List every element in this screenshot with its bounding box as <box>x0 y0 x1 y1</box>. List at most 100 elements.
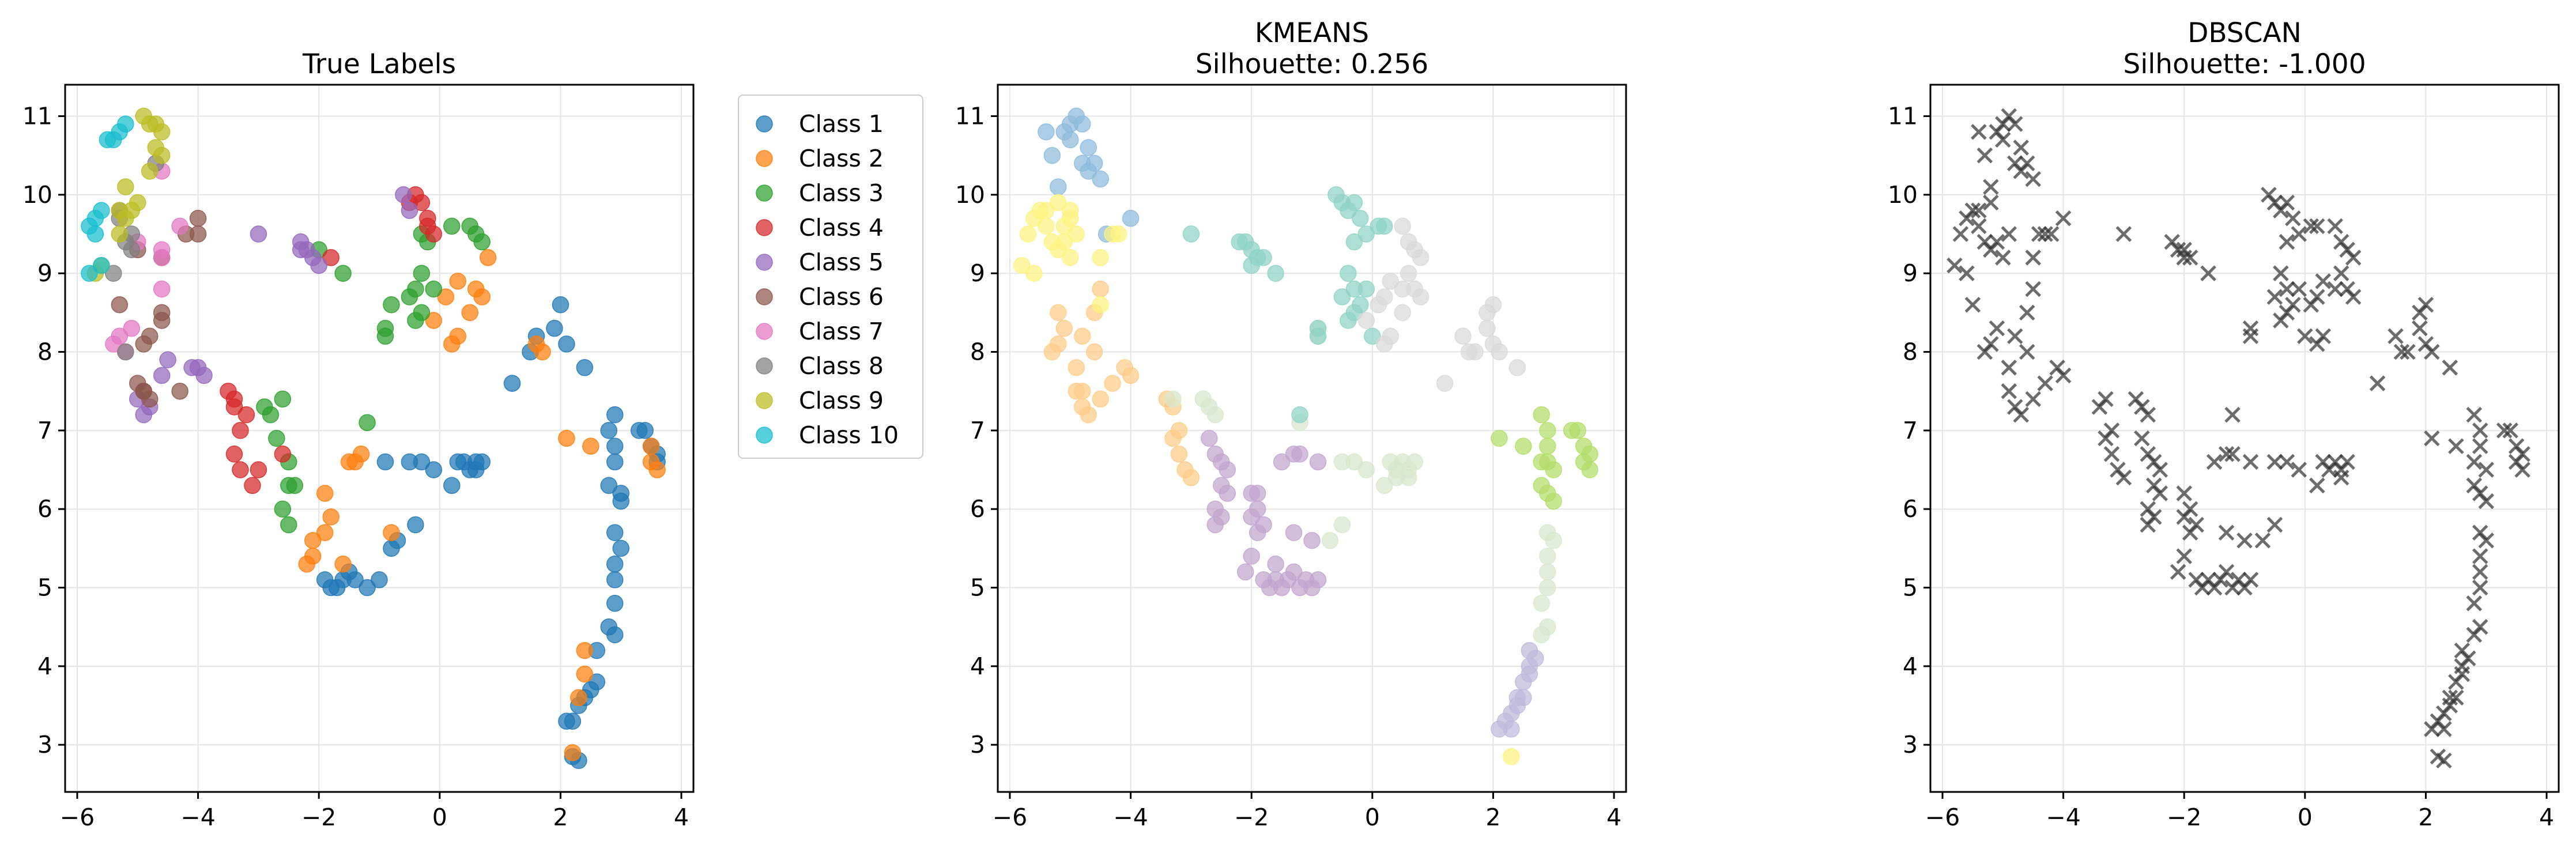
data-point <box>232 461 249 478</box>
data-point <box>1376 477 1393 495</box>
data-point <box>1080 139 1097 156</box>
data-point <box>2285 296 2301 313</box>
data-point <box>2134 430 2150 447</box>
data-point <box>376 453 394 471</box>
data-point <box>383 296 400 314</box>
data-point <box>2152 462 2168 478</box>
data-point <box>135 335 152 353</box>
x-tick-label: 4 <box>2539 803 2554 831</box>
data-point <box>1249 249 1266 266</box>
data-point <box>1062 202 1079 219</box>
data-point <box>237 406 255 424</box>
data-point <box>2279 281 2295 297</box>
data-point <box>642 437 660 455</box>
data-point <box>153 146 171 164</box>
legend-label: Class 7 <box>799 318 884 345</box>
data-point <box>606 406 624 424</box>
legend-marker <box>756 427 773 444</box>
data-point <box>117 178 134 195</box>
data-point <box>2140 516 2156 533</box>
data-point <box>1400 265 1417 282</box>
data-point <box>2218 446 2235 462</box>
data-point <box>2285 210 2301 227</box>
data-point <box>2303 218 2319 235</box>
y-tick-label: 11 <box>22 103 52 130</box>
legend-marker <box>756 219 773 236</box>
data-point <box>1545 531 1562 549</box>
legend-label: Class 3 <box>799 179 884 207</box>
data-point <box>2478 462 2494 478</box>
data-point <box>2327 281 2343 297</box>
data-point <box>2176 242 2192 258</box>
data-point <box>467 461 485 478</box>
data-point <box>606 571 624 588</box>
data-point <box>1491 343 1508 361</box>
data-point <box>2478 493 2494 510</box>
data-point <box>153 123 171 141</box>
data-point <box>1092 249 1109 266</box>
data-point <box>334 265 352 282</box>
data-point <box>171 217 188 235</box>
data-point <box>606 626 624 644</box>
data-point <box>1947 257 1963 274</box>
data-point <box>383 524 400 541</box>
legend-marker <box>756 357 773 375</box>
data-point <box>1989 320 2005 337</box>
data-point <box>1989 233 2005 250</box>
data-point <box>2279 454 2295 470</box>
y-tick-label: 5 <box>37 574 52 602</box>
y-tick-label: 4 <box>1903 652 1918 680</box>
data-point <box>600 477 618 495</box>
legend: Class 1 Class 2 Class 3 Class 4 Class 5 Class… <box>738 95 923 459</box>
y-tick-label: 3 <box>1903 731 1918 759</box>
data-point <box>2291 226 2307 242</box>
legend-label: Class 2 <box>799 145 884 172</box>
data-point <box>232 422 249 439</box>
data-point <box>1971 202 1987 218</box>
data-point <box>1243 548 1260 565</box>
legend-marker <box>756 254 773 271</box>
chart-title: DBSCAN <box>2187 17 2302 49</box>
data-point <box>2424 344 2440 360</box>
data-point <box>1503 720 1520 738</box>
data-point <box>2254 532 2271 549</box>
data-point <box>425 280 443 298</box>
legend-marker <box>756 392 773 409</box>
data-point <box>1539 422 1556 439</box>
data-point <box>322 579 340 597</box>
data-point <box>2218 564 2235 580</box>
data-point <box>2019 304 2035 321</box>
data-point <box>2412 304 2428 321</box>
y-tick-label: 9 <box>1903 259 1918 287</box>
data-point <box>2279 194 2295 211</box>
data-point <box>274 446 292 463</box>
data-point <box>503 375 521 392</box>
data-point <box>576 359 594 376</box>
data-point <box>280 516 297 534</box>
data-point <box>256 398 273 416</box>
data-point <box>2297 328 2313 345</box>
data-point <box>371 571 388 588</box>
data-point <box>189 210 207 227</box>
data-point <box>1406 453 1423 471</box>
data-point <box>1508 359 1526 376</box>
data-point <box>636 422 654 439</box>
data-point <box>340 453 358 471</box>
data-point <box>1182 469 1200 486</box>
data-point <box>1043 146 1061 164</box>
data-point <box>2345 250 2362 266</box>
data-point <box>2393 344 2410 360</box>
data-point <box>159 351 176 368</box>
data-point <box>2176 509 2192 525</box>
legend-marker <box>756 115 773 133</box>
data-point <box>304 531 322 549</box>
data-point <box>2176 548 2192 564</box>
data-point <box>1370 296 1387 314</box>
x-tick-label: −4 <box>180 803 215 831</box>
data-point <box>1340 312 1357 329</box>
data-point <box>1219 461 1236 478</box>
legend-label: Class 8 <box>799 352 884 380</box>
data-point <box>2424 721 2440 737</box>
data-point <box>1062 249 1079 266</box>
